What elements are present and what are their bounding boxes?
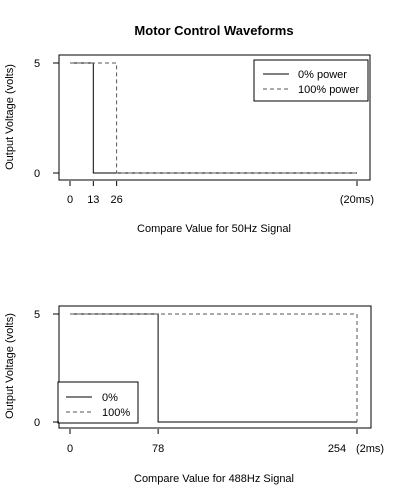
- y-tick-label-0-1: 5: [34, 58, 40, 70]
- x-tick-label-1-3: (2ms): [356, 443, 384, 455]
- panel-50hz: Compare Value for 50Hz Signal Output Vol…: [4, 54, 374, 235]
- plot-frame-50hz: [58, 54, 371, 181]
- chart-title: Motor Control Waveforms: [134, 23, 293, 38]
- x-tick-label-1-2: 254: [328, 443, 346, 455]
- x-axis-label-488hz: Compare Value for 488Hz Signal: [134, 473, 294, 485]
- x-tick-label-1-1: 78: [152, 443, 164, 455]
- series-line-0-1: [70, 62, 357, 174]
- legend-label-100percent: 100%: [102, 407, 130, 419]
- x-tick-label-0-0: 0: [67, 194, 73, 206]
- legend-box-488hz: [57, 381, 139, 424]
- series-line-1-1: [70, 313, 358, 422]
- legend-488hz: 0% 100%: [57, 381, 139, 424]
- x-tick-label-1-0: 0: [67, 443, 73, 455]
- x-tick-label-0-2: 26: [111, 194, 123, 206]
- y-tick-label-1-1: 5: [34, 309, 40, 321]
- legend-box-50hz: [253, 59, 369, 102]
- x-tick-label-0-1: 13: [87, 194, 99, 206]
- y-tick-label-0-0: 0: [34, 168, 40, 180]
- panel-488hz: Compare Value for 488Hz Signal Output Vo…: [4, 305, 384, 485]
- x-axis-label-50hz: Compare Value for 50Hz Signal: [137, 223, 291, 235]
- legend-label-100percent-power: 100% power: [298, 84, 359, 96]
- legend-50hz: 0% power 100% power: [253, 59, 369, 102]
- y-axis-label-488hz: Output Voltage (volts): [4, 313, 16, 419]
- y-axis-label-50hz: Output Voltage (volts): [4, 64, 16, 170]
- legend-label-0percent: 0%: [102, 392, 118, 404]
- legend-label-0percent-power: 0% power: [298, 69, 347, 81]
- plot-frame-488hz: [58, 305, 372, 429]
- series-line-0-0: [70, 62, 357, 174]
- x-tick-label-0-3: (20ms): [340, 194, 374, 206]
- y-tick-label-1-0: 0: [34, 417, 40, 429]
